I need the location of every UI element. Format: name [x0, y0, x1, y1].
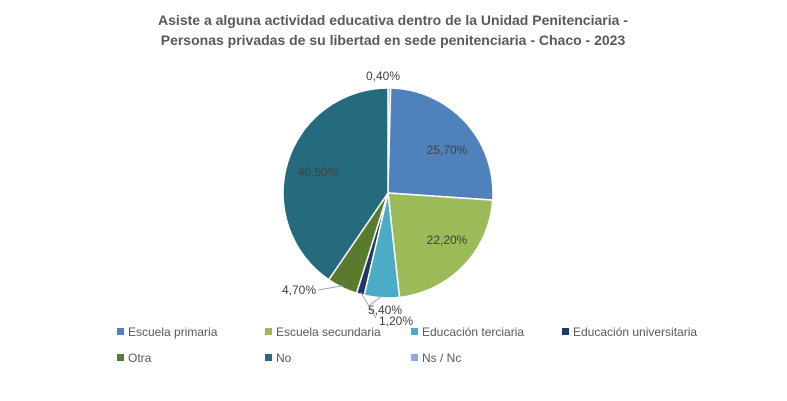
legend-swatch-no [265, 354, 272, 361]
legend-label-educacion-terciaria: Educación terciaria [422, 325, 524, 339]
legend-label-educacion-universitaria: Educación universitaria [573, 325, 697, 339]
legend-swatch-escuela-secundaria [265, 328, 272, 335]
legend-item-escuela-primaria: Escuela primaria [117, 325, 218, 339]
legend-item-no: No [265, 351, 292, 365]
chart-title-line-1: Asiste a alguna actividad educativa dent… [158, 12, 628, 28]
chart-title-line-2: Personas privadas de su libertad en sede… [161, 32, 626, 48]
legend-swatch-educacion-terciaria [411, 328, 418, 335]
legend-item-escuela-secundaria: Escuela secundaria [265, 325, 381, 339]
pie-slice-escuela-primaria [387, 87, 494, 201]
pie-slice-escuela-secundaria [387, 192, 494, 299]
legend-swatch-educacion-universitaria [562, 328, 569, 335]
data-label-educacion-terciaria: 5,40% [368, 303, 402, 317]
legend-item-educacion-universitaria: Educación universitaria [562, 325, 697, 339]
label-leader-lines [317, 285, 383, 319]
legend-label-escuela-secundaria: Escuela secundaria [276, 325, 381, 339]
leader-line-educacion-universitaria [360, 292, 377, 319]
legend-label-otra: Otra [128, 351, 152, 365]
pie-slices [282, 87, 494, 299]
leader-line-otra [317, 285, 344, 291]
data-label-otra: 4,70% [282, 283, 316, 297]
data-labels: 0,40% 25,70% 22,20% 5,40%1,20% 4,70% 40,50% [282, 69, 468, 328]
legend-swatch-ns-nc [411, 354, 418, 361]
legend-item-otra: Otra [117, 351, 152, 365]
data-label-escuela-secundaria: 22,20% [427, 233, 468, 247]
data-label-educacion-universitaria: 1,20% [379, 314, 413, 328]
legend: Escuela primaria Escuela secundaria Educac… [117, 325, 697, 365]
legend-item-educacion-terciaria: Educación terciaria [411, 325, 524, 339]
pie-slice-no [282, 87, 389, 281]
leader-line-educacion-terciaria [369, 295, 383, 306]
legend-label-escuela-primaria: Escuela primaria [128, 325, 218, 339]
legend-label-no: No [276, 351, 292, 365]
legend-swatch-escuela-primaria [117, 328, 124, 335]
data-label-escuela-primaria: 25,70% [427, 143, 468, 157]
legend-item-ns-nc: Ns / Nc [411, 351, 461, 365]
legend-label-ns-nc: Ns / Nc [422, 351, 461, 365]
data-label-no: 40,50% [298, 165, 339, 179]
data-label-ns-nc: 0,40% [366, 69, 400, 83]
legend-swatch-otra [117, 354, 124, 361]
